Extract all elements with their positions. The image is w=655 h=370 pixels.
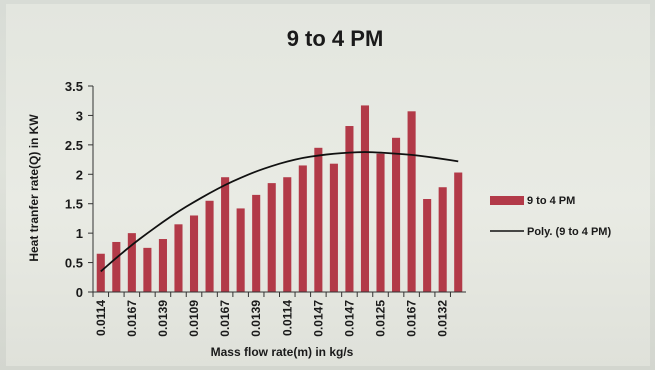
bar (158, 239, 167, 292)
bar (329, 163, 338, 292)
bar (298, 165, 307, 292)
bar (376, 153, 385, 292)
bar (236, 208, 245, 292)
x-tick-label: 0.0109 (187, 300, 201, 337)
y-axis-title: Heat tranfer rate(Q) in KW (27, 114, 41, 262)
bar (360, 105, 370, 293)
x-tick-label: 0.0132 (436, 300, 450, 337)
bar (407, 111, 416, 293)
trendline (100, 151, 459, 273)
x-tick-label: 0.0139 (249, 300, 263, 337)
y-tick-label: 3 (76, 108, 83, 123)
bar (96, 253, 105, 292)
bar (423, 199, 432, 292)
y-tick-label: 3.5 (65, 79, 83, 94)
y-tick-label: 1.5 (65, 197, 83, 212)
x-tick-label: 0.0167 (125, 300, 139, 337)
legend-label-bars: 9 to 4 PM (527, 195, 575, 207)
chart-area (6, 4, 650, 366)
x-tick-label: 0.0139 (156, 300, 170, 337)
y-axis: 0 0.5 1 1.5 2 2.5 3 3.5 (65, 79, 93, 300)
legend-swatch-bars (490, 196, 524, 205)
bar (267, 183, 276, 292)
x-tick-label: 0.0114 (94, 300, 108, 336)
bar (205, 200, 214, 292)
legend: 9 to 4 PM Poly. (9 to 4 PM) (490, 195, 611, 238)
bar (314, 147, 323, 292)
y-tick-label: 2.5 (65, 138, 83, 153)
y-tick-label: 0.5 (65, 256, 83, 271)
bar (189, 215, 199, 292)
bar (392, 137, 401, 292)
y-tick-label: 2 (76, 167, 83, 182)
bar (127, 233, 136, 292)
legend-label-trendline: Poly. (9 to 4 PM) (527, 226, 611, 238)
bar (252, 194, 261, 292)
x-tick-label: 0.0167 (218, 300, 232, 337)
x-axis: 0.0114 0.0167 0.0139 0.0109 0.0167 0.0139 0.01… (92, 292, 451, 337)
y-tick-label: 1 (76, 226, 83, 241)
bar (143, 247, 152, 292)
trendline-group (100, 151, 459, 273)
x-tick-label: 0.0147 (311, 300, 325, 337)
x-tick-label: 0.0147 (342, 300, 356, 337)
bar (454, 172, 463, 292)
bar-series (96, 105, 463, 293)
chart-title: 9 to 4 PM (287, 26, 384, 51)
x-axis-title: Mass flow rate(m) in kg/s (211, 345, 354, 359)
x-tick-label: 0.0167 (405, 300, 419, 337)
bar (438, 187, 447, 292)
bar (283, 177, 292, 292)
y-tick-label: 0 (76, 285, 83, 300)
bar (221, 177, 230, 292)
x-tick-label: 0.0125 (374, 300, 388, 337)
bar (112, 241, 121, 292)
x-tick-label: 0.0114 (280, 300, 294, 336)
bar (345, 126, 354, 292)
bar (174, 224, 183, 292)
